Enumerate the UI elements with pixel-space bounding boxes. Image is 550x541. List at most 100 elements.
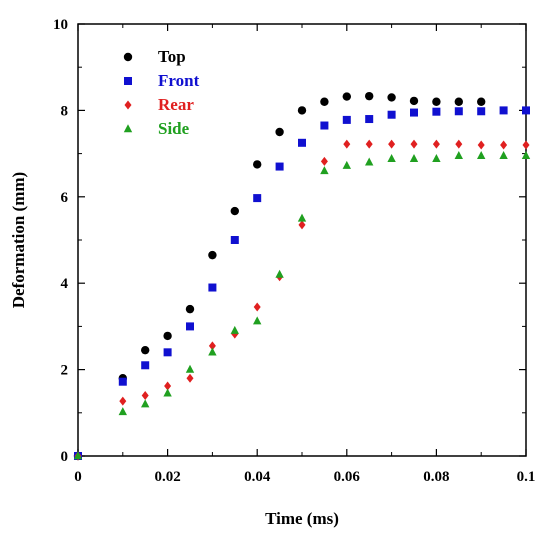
series-side: [73, 150, 531, 460]
side-point: [409, 153, 419, 162]
legend-label-top: Top: [158, 47, 186, 66]
front-point: [522, 106, 530, 115]
legend-marker-side: [123, 124, 133, 133]
legend-label-front: Front: [158, 71, 200, 90]
rear-point: [388, 139, 396, 149]
top-point: [163, 331, 172, 341]
front-point: [230, 236, 239, 244]
legend-marker-front: [124, 77, 132, 85]
rear-point: [365, 139, 373, 149]
x-tick-label: 0.08: [423, 469, 449, 485]
x-tick-label: 0.1: [517, 469, 536, 485]
rear-point: [298, 220, 306, 230]
side-point: [521, 150, 531, 159]
rear-point: [208, 341, 216, 351]
x-axis-title: Time (ms): [265, 509, 339, 528]
top-point: [365, 91, 374, 101]
rear-point: [343, 139, 351, 149]
rear-point: [119, 396, 127, 406]
top-point: [409, 96, 419, 106]
rear-point: [522, 140, 530, 150]
side-point: [141, 399, 150, 408]
top-point: [297, 106, 307, 115]
side-point: [499, 150, 508, 159]
front-point: [253, 194, 262, 203]
y-tick-label: 10: [53, 17, 68, 33]
front-point: [118, 377, 127, 386]
front-point: [141, 361, 150, 370]
y-tick-label: 8: [61, 103, 69, 119]
x-tick-label: 0.04: [244, 469, 271, 485]
side-point: [320, 166, 329, 175]
front-point: [320, 121, 329, 130]
rear-point: [186, 373, 194, 383]
top-point: [432, 97, 441, 106]
x-tick-label: 0.06: [334, 469, 361, 485]
front-point: [342, 115, 351, 124]
front-point: [410, 108, 418, 117]
top-point: [387, 93, 396, 102]
side-point: [275, 269, 284, 278]
rear-point: [477, 140, 485, 150]
front-point: [298, 138, 306, 147]
legend-label-rear: Rear: [158, 95, 194, 114]
x-tick-label: 0.02: [154, 469, 180, 485]
front-point: [275, 162, 284, 171]
side-point: [365, 157, 374, 166]
data-series: [73, 91, 531, 461]
legend: Top Front Rear Side: [123, 47, 200, 138]
legend-label-side: Side: [158, 119, 190, 138]
legend-marker-rear: [124, 100, 132, 110]
axis-ticks: [77, 23, 527, 457]
front-point: [499, 106, 508, 115]
top-point: [342, 92, 351, 101]
rear-point: [410, 139, 418, 149]
front-point: [186, 322, 194, 331]
x-tick-label: 0: [74, 469, 82, 485]
series-rear: [74, 139, 530, 461]
top-point: [185, 304, 195, 314]
side-point: [432, 153, 441, 162]
y-tick-label: 0: [61, 449, 69, 465]
axis-tick-labels: 0 0.02 0.04 0.06 0.08 0.1 0 2 4 6 8 10: [53, 17, 535, 485]
top-point: [320, 97, 329, 106]
rear-point: [432, 139, 440, 149]
legend-item-top: Top: [123, 47, 186, 66]
legend-item-rear: Rear: [124, 95, 194, 114]
front-point: [163, 348, 172, 357]
top-point: [454, 97, 463, 106]
side-point: [185, 364, 195, 373]
legend-item-side: Side: [123, 119, 190, 138]
rear-point: [320, 156, 328, 166]
y-tick-label: 6: [61, 190, 69, 206]
top-point: [208, 250, 217, 260]
side-point: [73, 451, 83, 460]
front-point: [387, 110, 396, 119]
top-point: [253, 160, 262, 169]
y-tick-label: 4: [61, 276, 69, 292]
side-point: [253, 316, 262, 325]
side-point: [297, 213, 307, 222]
side-point: [230, 325, 239, 334]
side-point: [163, 388, 172, 397]
rear-point: [164, 381, 172, 391]
top-point: [477, 97, 486, 106]
side-point: [342, 160, 351, 169]
legend-item-front: Front: [124, 71, 200, 90]
top-point: [275, 127, 284, 137]
front-point: [477, 107, 486, 116]
rear-point: [500, 140, 508, 150]
rear-point: [141, 391, 149, 401]
top-point: [141, 345, 150, 355]
y-tick-label: 2: [61, 363, 69, 379]
rear-point: [455, 139, 463, 149]
front-point: [365, 115, 374, 124]
front-point: [208, 283, 217, 292]
side-point: [387, 153, 396, 162]
top-point: [230, 206, 239, 216]
legend-marker-top: [123, 52, 133, 62]
rear-point: [253, 302, 261, 312]
side-point: [118, 407, 127, 416]
side-point: [477, 150, 486, 159]
